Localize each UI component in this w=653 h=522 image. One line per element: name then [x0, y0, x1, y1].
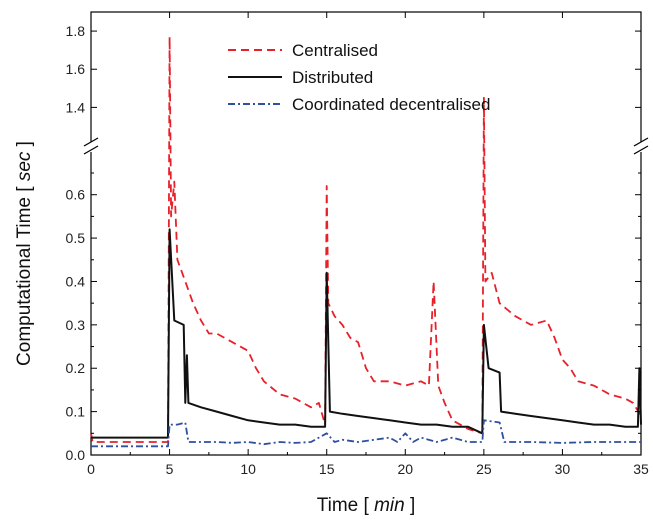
axis-break-mark: [83, 145, 99, 155]
series-line-2: [91, 419, 641, 448]
legend: Centralised Distributed Coordinated decent…: [228, 41, 490, 114]
series-layer: [90, 35, 642, 448]
legend-label-0: Centralised: [292, 41, 378, 60]
x-tick-label: 15: [319, 461, 335, 477]
axis-break-gap: [85, 142, 97, 152]
series-line-0: [90, 35, 642, 443]
x-tick-label: 20: [397, 461, 413, 477]
y-tick-label: 0.3: [66, 317, 86, 333]
y-tick-label: 1.4: [66, 99, 86, 115]
x-tick-label: 25: [476, 461, 492, 477]
axis-break-mark: [633, 137, 649, 147]
y-tick-label: 0.2: [66, 360, 86, 376]
y-tick-label: 1.8: [66, 23, 86, 39]
y-tick-label: 0.5: [66, 230, 86, 246]
y-tick-label: 0.6: [66, 187, 86, 203]
x-axis-title: Time [ min ]: [317, 495, 416, 516]
axis-break-mark: [633, 145, 649, 155]
axis-break-gap: [635, 142, 647, 152]
y-axis-title: Computational Time [ sec ]: [14, 141, 35, 366]
ticks-layer: 0 5 10 15 20 25 30 35 0.0 0.1 0.2 0.3 0.4 0.5 0.6 1.4 1.…: [66, 12, 649, 477]
y-tick-label: 0.4: [66, 273, 86, 289]
legend-label-2: Coordinated decentralised: [292, 95, 490, 114]
y-tick-label: 0.1: [66, 404, 86, 420]
y-tick-label: 0.0: [66, 447, 86, 463]
x-tick-label: 30: [555, 461, 571, 477]
x-tick-label: 10: [240, 461, 256, 477]
x-tick-label: 35: [633, 461, 649, 477]
legend-label-1: Distributed: [292, 68, 373, 87]
x-tick-label: 5: [166, 461, 174, 477]
axis-break-mark: [83, 137, 99, 147]
series-line-1: [91, 228, 642, 439]
x-tick-label: 0: [87, 461, 95, 477]
y-tick-label: 1.6: [66, 61, 86, 77]
